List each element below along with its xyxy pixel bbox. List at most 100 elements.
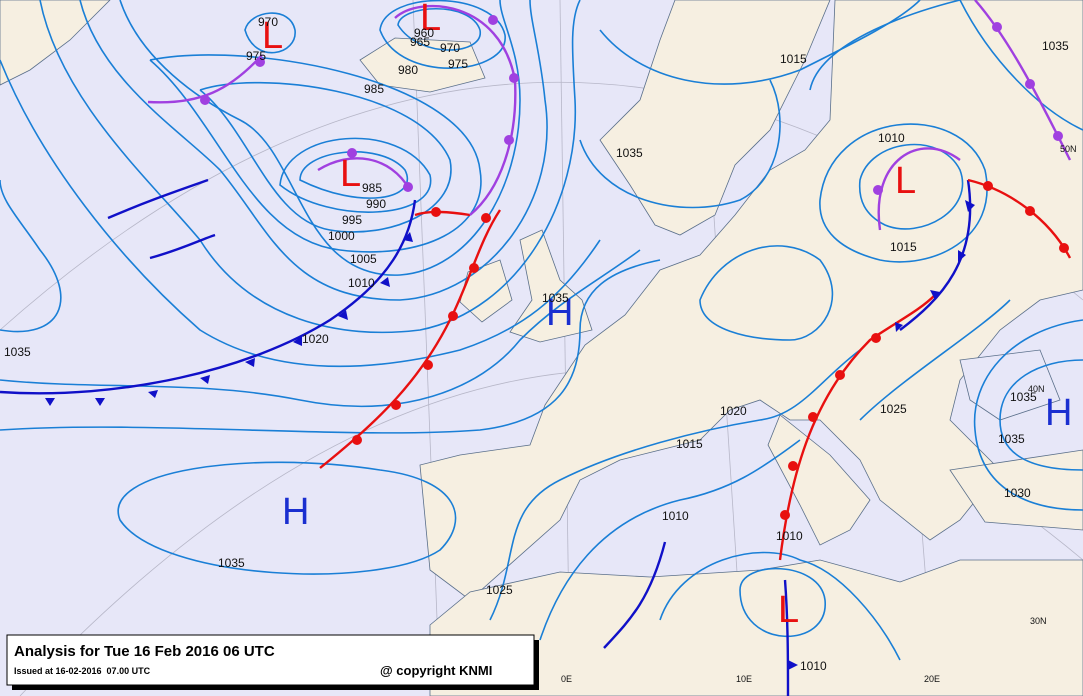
occluded-front [147, 54, 263, 104]
longitude-label: 10E [736, 674, 752, 684]
warm-symbol [780, 510, 790, 520]
front-symbols [200, 15, 1063, 195]
box [6, 634, 535, 686]
great-britain [509, 229, 593, 343]
warm-symbol [431, 207, 441, 217]
isobar-label: 1035 [1042, 39, 1069, 53]
isobar-label: 975 [448, 57, 468, 71]
cold-symbol [788, 660, 798, 670]
isobar-label: 1035 [616, 146, 643, 160]
low-center: L [262, 15, 283, 57]
isobar-label: 970 [258, 15, 278, 29]
longitude-label: 0E [561, 674, 572, 684]
graticule-line [412, 0, 441, 696]
isobar-label: 1035 [998, 432, 1025, 446]
scandinavia [599, 0, 831, 236]
low-center: L [340, 153, 361, 195]
isobar [279, 137, 432, 213]
isobar [489, 349, 861, 621]
isobar-label: 1015 [676, 437, 703, 451]
isobar-label: 1025 [880, 402, 907, 416]
isobar [79, 0, 548, 301]
isobar-label: 1020 [302, 332, 329, 346]
isobar [0, 179, 62, 333]
cold-front [149, 233, 216, 260]
cold-front [783, 579, 790, 696]
isobar-label: 1025 [486, 583, 513, 597]
isobar [999, 359, 1083, 471]
isobar-label: 1010 [662, 509, 689, 523]
isobar [858, 143, 964, 230]
africa [429, 559, 1083, 696]
cold-symbol [958, 250, 966, 262]
cold-front [0, 199, 417, 395]
isobar [699, 245, 834, 341]
cold-symbol [338, 310, 348, 320]
cold-symbol [200, 375, 210, 384]
warm-symbol [1025, 206, 1035, 216]
cold-symbol [95, 398, 105, 406]
isobar-labels: 970 975 960 965 970 975 980 985 985 990 … [4, 15, 1069, 673]
warm-front [778, 294, 936, 561]
cold-front [107, 178, 209, 220]
isobar [149, 54, 482, 253]
cold-symbol [930, 290, 940, 300]
greenland [0, 0, 111, 86]
isobar [117, 461, 457, 575]
isobar [39, 0, 581, 334]
occluded-symbol [403, 182, 413, 192]
isobar [244, 12, 296, 54]
isobar-label: 965 [410, 35, 430, 49]
isobar [959, 0, 1083, 131]
warm-symbol [788, 461, 798, 471]
latitude-label: 40N [1028, 384, 1045, 394]
isobar-label: 975 [246, 49, 266, 63]
isobar [579, 79, 781, 209]
isobar [199, 81, 452, 233]
occluded-symbol [992, 22, 1002, 32]
cold-symbol [965, 200, 975, 212]
warm-symbol [469, 263, 479, 273]
warm-front [319, 209, 501, 469]
isobar-label: 990 [366, 197, 386, 211]
warm-symbol [391, 400, 401, 410]
isobar [397, 7, 481, 51]
warm-symbol [808, 412, 818, 422]
italy [767, 414, 871, 546]
occluded-symbol [1025, 79, 1035, 89]
isobar [973, 319, 1083, 511]
isobar-label: 1010 [800, 659, 827, 673]
isobar [0, 259, 661, 434]
isobar [539, 439, 801, 641]
low-center: L [778, 589, 799, 631]
cold-symbol [895, 322, 903, 332]
latitude-label: 30N [1030, 616, 1047, 626]
cold-front [603, 541, 667, 649]
low-center: L [895, 160, 916, 202]
isobar [659, 551, 901, 661]
cold-symbol [245, 358, 255, 367]
grid-labels: 50N 40N 30N 0E 10E 20E [561, 144, 1077, 684]
cold-symbol [403, 232, 413, 242]
cold-symbol [380, 277, 390, 287]
high-center: H [282, 491, 309, 533]
isobar-label: 995 [342, 213, 362, 227]
cold-symbol [148, 390, 158, 398]
occluded-front [877, 147, 961, 231]
occluded-symbol [504, 135, 514, 145]
occluded-symbol [509, 73, 519, 83]
info-box: Analysis for Tue 16 Feb 2016 06 UTC Issu… [6, 634, 539, 690]
isobar-label: 1035 [218, 556, 245, 570]
isobar-label: 985 [362, 181, 382, 195]
warm-symbol [448, 311, 458, 321]
isobar-label: 1015 [780, 52, 807, 66]
isobar-label: 1015 [890, 240, 917, 254]
occluded-symbol [255, 57, 265, 67]
isobar-label: 985 [364, 82, 384, 96]
isobar [0, 59, 601, 368]
isobar-label: 1000 [328, 229, 355, 243]
warm-symbol [481, 213, 491, 223]
isobar-label: 1030 [1004, 486, 1031, 500]
